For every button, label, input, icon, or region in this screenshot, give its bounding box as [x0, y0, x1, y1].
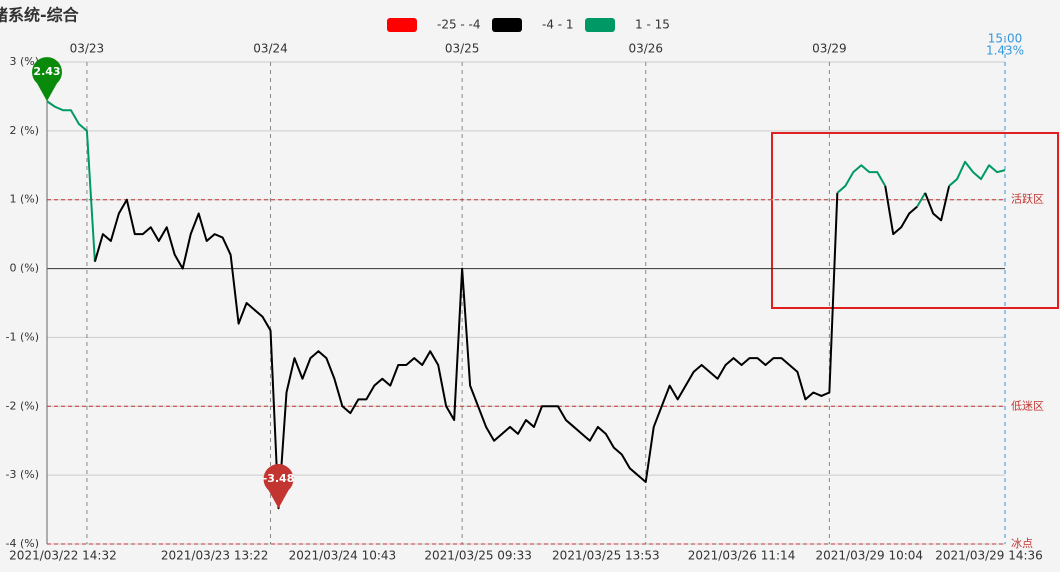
day-label: 03/25: [445, 42, 480, 56]
y-tick-label: -3 (%): [6, 468, 40, 481]
highlight-box: [771, 132, 1059, 309]
line-series: [948, 160, 1006, 187]
legend-label: 1 - 15: [635, 18, 670, 32]
extreme-pin: [32, 57, 62, 102]
line-series: [884, 185, 918, 236]
mark-line-label: 冰点: [1011, 537, 1033, 550]
line-series: [46, 100, 96, 262]
x-tick-label: 2021/03/23 13:22: [161, 549, 269, 563]
line-series: [924, 185, 951, 222]
end-time: 15:00: [988, 32, 1023, 46]
legend-swatch: [492, 18, 522, 32]
x-tick-label: 2021/03/25 09:33: [424, 549, 532, 563]
y-tick-label: -1 (%): [6, 330, 40, 343]
y-tick-label: 1 (%): [9, 193, 39, 206]
day-label: 03/24: [253, 42, 288, 56]
line-series: [916, 192, 927, 208]
legend-swatch: [585, 18, 615, 32]
mark-line-label: 低迷区: [1011, 399, 1044, 412]
chart-title: 绪系统-综合: [0, 6, 80, 25]
y-tick-label: -2 (%): [6, 399, 40, 412]
extreme-label: 2.43: [33, 65, 60, 78]
x-tick-label: 2021/03/24 10:43: [289, 549, 397, 563]
day-label: 03/23: [70, 42, 105, 56]
extreme-label: -3.48: [263, 472, 295, 485]
y-tick-label: -4 (%): [6, 537, 40, 550]
x-tick-label: 2021/03/29 10:04: [816, 549, 924, 563]
line-series: [93, 192, 839, 510]
day-label: 03/29: [812, 42, 847, 56]
y-tick-label: 2 (%): [9, 124, 39, 137]
x-tick-label: 2021/03/25 13:53: [552, 549, 660, 563]
y-tick-label: 0 (%): [9, 262, 39, 275]
day-label: 03/26: [628, 42, 663, 56]
x-tick-label: 2021/03/26 11:14: [688, 549, 796, 563]
legend-label: -25 - -4: [437, 18, 481, 32]
extreme-pin: [263, 464, 294, 509]
end-value: 1.43%: [986, 44, 1024, 58]
x-tick-label: 2021/03/29 14:36: [935, 549, 1043, 563]
y-tick-label: 3 (%): [9, 55, 39, 68]
line-series: [836, 164, 887, 194]
legend-label: -4 - 1: [542, 18, 574, 32]
legend-swatch: [387, 18, 417, 32]
mark-line-label: 活跃区: [1011, 192, 1044, 206]
x-tick-label: 2021/03/22 14:32: [9, 549, 117, 563]
